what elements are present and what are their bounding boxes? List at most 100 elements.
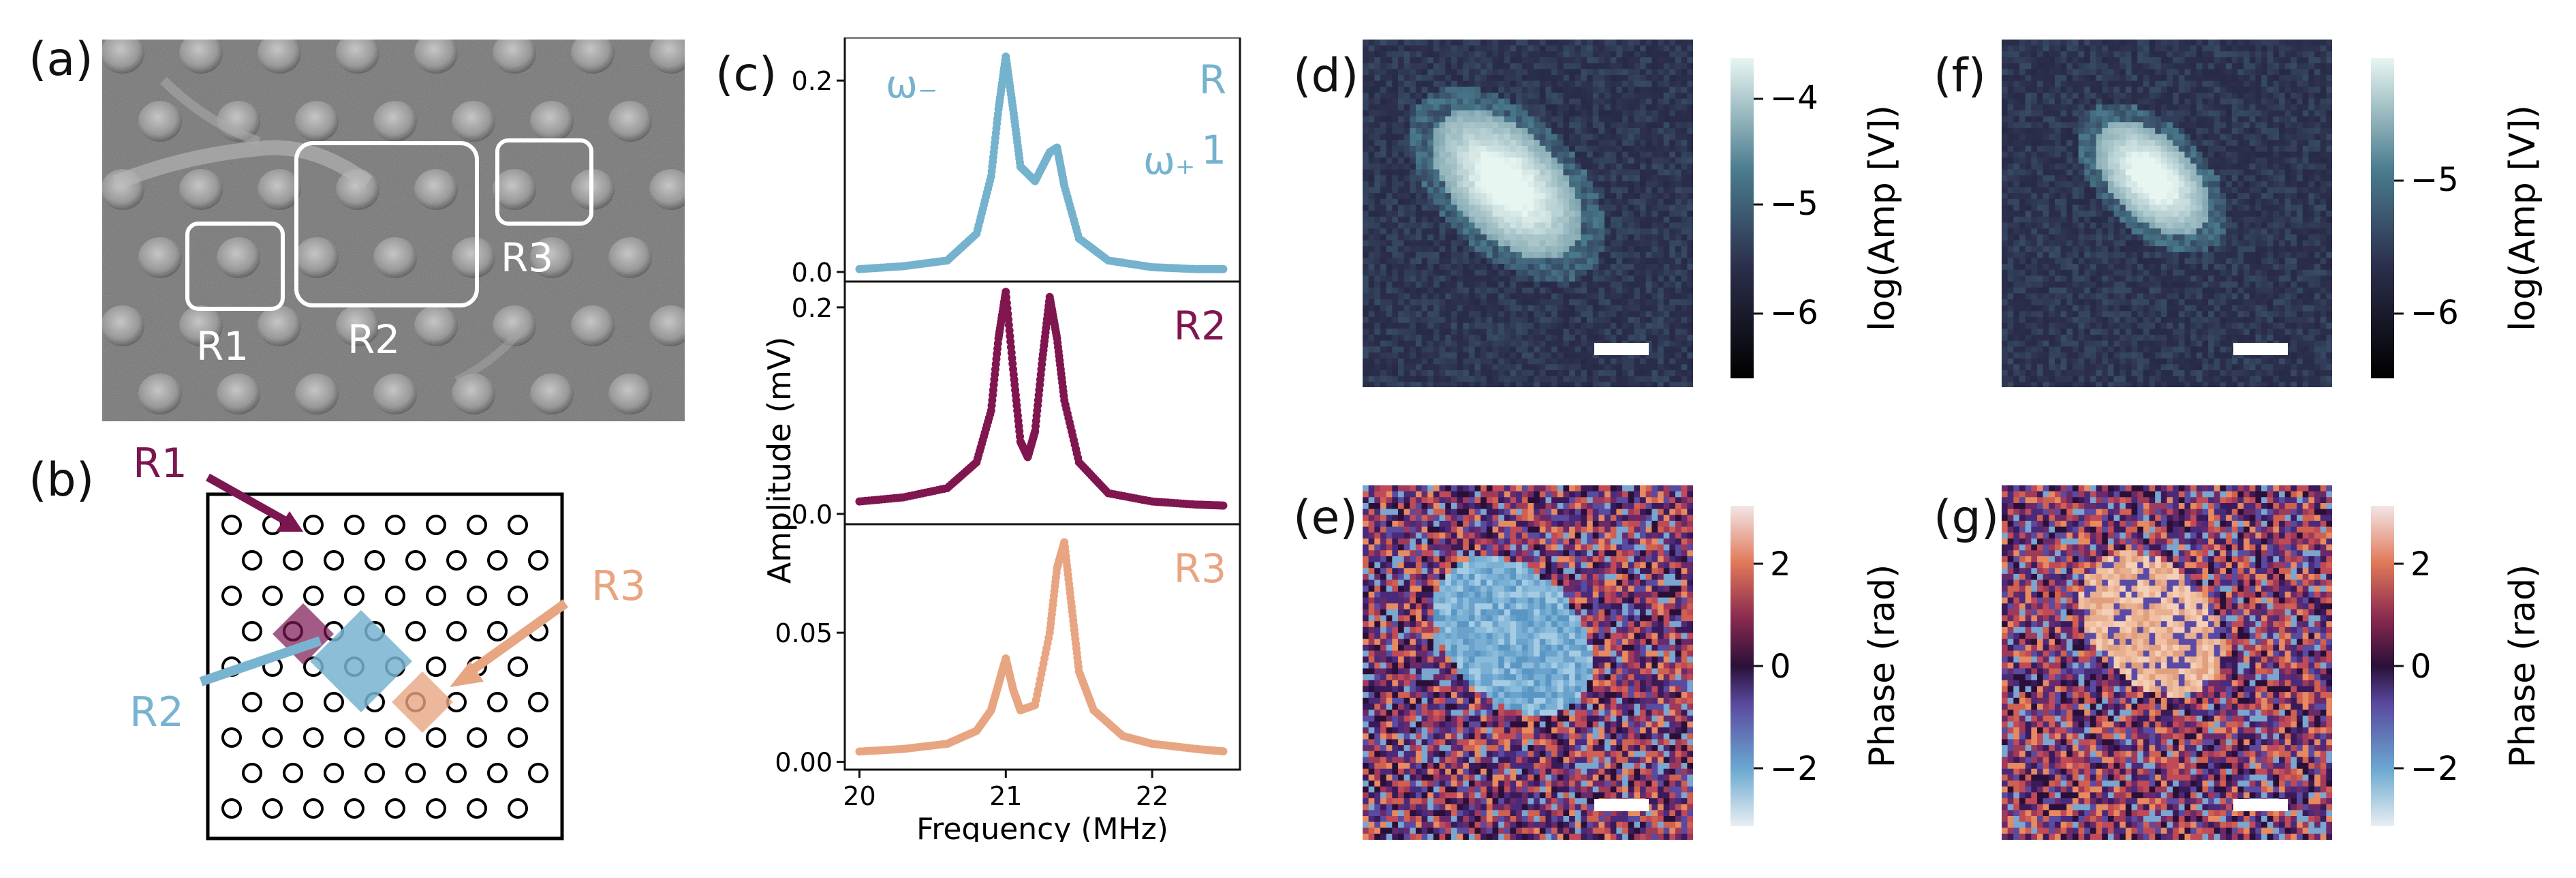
map-pixel — [1581, 258, 1587, 264]
map-pixel — [1415, 556, 1423, 563]
map-pixel — [1610, 364, 1617, 371]
map-pixel — [1628, 63, 1634, 70]
map-pixel — [1397, 485, 1405, 492]
map-pixel — [1380, 151, 1387, 158]
map-pixel — [1587, 358, 1594, 365]
map-pixel — [1616, 216, 1623, 224]
map-pixel — [1669, 211, 1676, 217]
map-pixel — [1527, 282, 1534, 288]
map-pixel — [1681, 175, 1688, 182]
map-pixel — [1592, 264, 1600, 271]
map-pixel — [1439, 538, 1446, 545]
map-pixel — [1403, 246, 1410, 253]
map-pixel — [1616, 264, 1623, 271]
map-pixel — [1397, 376, 1405, 382]
map-pixel — [1616, 352, 1623, 359]
map-pixel — [1587, 335, 1594, 342]
map-pixel — [1504, 526, 1511, 533]
schematic-hole — [262, 727, 283, 748]
map-pixel — [1557, 509, 1564, 515]
map-pixel — [1563, 364, 1570, 371]
map-pixel — [1622, 211, 1629, 217]
map-pixel — [1640, 515, 1647, 521]
map-pixel — [1397, 497, 1405, 504]
map-pixel — [1574, 157, 1582, 164]
map-pixel — [1598, 370, 1605, 377]
map-pixel — [1457, 556, 1463, 563]
schematic-hole — [405, 621, 426, 641]
map-pixel — [1640, 293, 1647, 300]
map-pixel — [1551, 246, 1558, 253]
map-pixel — [1587, 346, 1594, 353]
map-pixel — [1445, 364, 1452, 371]
map-pixel — [1527, 63, 1534, 70]
map-pixel — [1574, 358, 1582, 365]
map-pixel — [1498, 364, 1505, 371]
map-pixel — [1658, 175, 1664, 182]
map-pixel — [1651, 520, 1658, 528]
map-pixel — [1675, 485, 1682, 492]
map-pixel — [1468, 98, 1476, 105]
map-pixel — [1534, 205, 1540, 211]
map-pixel — [1363, 515, 1369, 521]
map-pixel — [1392, 502, 1399, 510]
map-pixel — [1480, 228, 1487, 235]
map-pixel — [1386, 57, 1393, 64]
map-pixel — [1563, 80, 1570, 87]
map-pixel — [1551, 145, 1558, 153]
map-pixel — [1581, 322, 1587, 329]
map-pixel — [1628, 69, 1634, 76]
region-box-r2 — [294, 141, 479, 307]
map-pixel — [1551, 193, 1558, 200]
map-pixel — [1397, 51, 1405, 58]
map-pixel — [1622, 205, 1629, 211]
map-pixel — [1504, 163, 1511, 170]
map-pixel — [1675, 234, 1682, 241]
map-pixel — [1534, 40, 1540, 46]
map-pixel — [1622, 269, 1629, 277]
schematic-hole — [405, 763, 426, 783]
map-pixel — [1427, 532, 1434, 539]
map-pixel — [1551, 151, 1558, 158]
spectra-xtick-label: 22 — [1136, 781, 1168, 811]
map-pixel — [1374, 163, 1381, 170]
map-pixel — [1480, 74, 1487, 82]
map-pixel — [1616, 110, 1623, 117]
map-pixel — [1498, 104, 1505, 111]
map-pixel — [1486, 198, 1493, 206]
map-pixel — [1368, 122, 1375, 129]
map-pixel — [1386, 287, 1393, 294]
map-pixel — [1363, 122, 1369, 129]
map-pixel — [1368, 134, 1375, 140]
map-pixel — [1468, 51, 1476, 58]
map-pixel — [1658, 163, 1664, 170]
map-pixel — [1527, 497, 1534, 504]
map-pixel — [1681, 532, 1688, 539]
map-pixel — [1368, 87, 1375, 93]
map-pixel — [1587, 45, 1594, 52]
map-pixel — [1392, 57, 1399, 64]
map-pixel — [1516, 216, 1523, 224]
map-pixel — [1675, 175, 1682, 182]
map-pixel — [1474, 57, 1481, 64]
map-pixel — [1687, 240, 1693, 247]
map-pixel — [1486, 520, 1493, 528]
map-pixel — [1669, 163, 1676, 170]
map-pixel — [1604, 497, 1611, 504]
map-pixel — [1539, 198, 1547, 206]
map-pixel — [1551, 258, 1558, 264]
map-pixel — [1574, 311, 1582, 318]
map-pixel — [1610, 497, 1617, 504]
map-pixel — [1622, 110, 1629, 117]
map-pixel — [1457, 329, 1463, 335]
map-pixel — [1474, 382, 1481, 387]
map-pixel — [1640, 69, 1647, 76]
map-pixel — [1534, 110, 1540, 117]
map-pixel — [1392, 45, 1399, 52]
map-pixel — [1374, 269, 1381, 277]
map-pixel — [1658, 40, 1664, 46]
map-pixel — [1645, 376, 1652, 382]
map-pixel — [1521, 116, 1529, 123]
map-pixel — [1510, 340, 1517, 347]
map-pixel — [1640, 497, 1647, 504]
